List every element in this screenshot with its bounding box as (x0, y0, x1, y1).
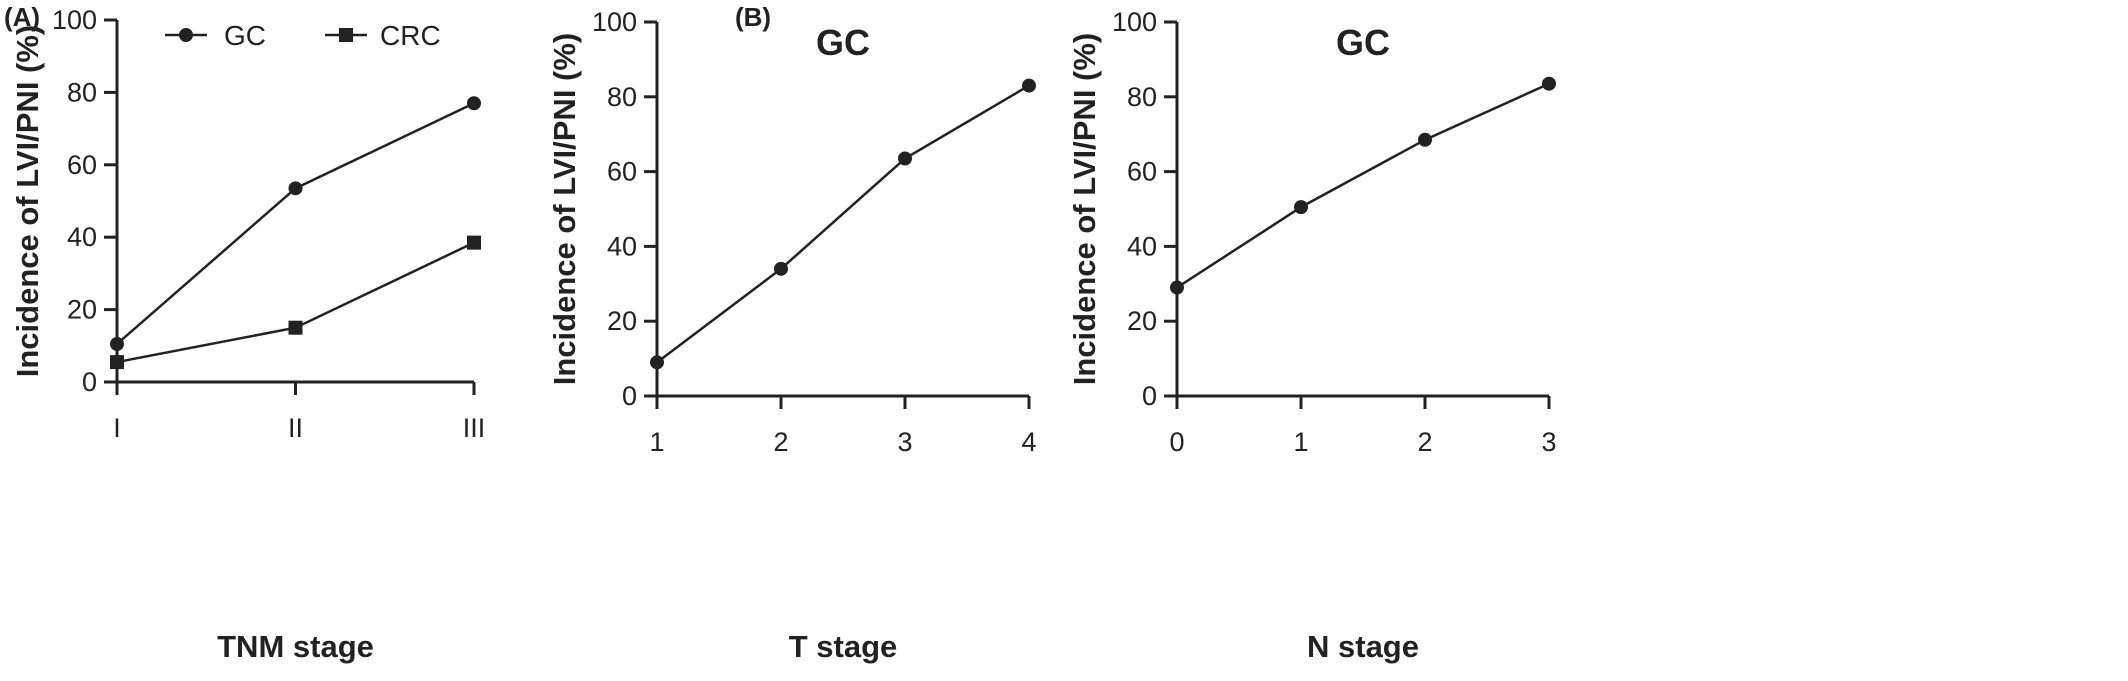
x-tick-label: III (463, 413, 486, 443)
series-line (1176, 82, 1550, 289)
y-tick-label: 40 (67, 222, 97, 252)
y-tick-label: 20 (607, 306, 637, 336)
x-tick-label: 2 (1417, 427, 1432, 457)
chart-n-stage: 0 20 40 60 80 100 0 1 2 3 N stage Incidence of LVI/… (1067, 7, 1557, 664)
y-tick-label: 60 (607, 157, 637, 187)
data-point-square (288, 320, 303, 335)
y-tick-label: 60 (67, 150, 97, 180)
y-tick-label: 80 (67, 77, 97, 107)
x-axis-title: TNM stage (217, 629, 374, 664)
y-tick-label: 80 (1127, 82, 1157, 112)
x-tick-label: 0 (1169, 427, 1184, 457)
legend-marker-square (339, 28, 353, 42)
x-tick-label: II (288, 413, 303, 443)
data-point-circle (1418, 132, 1432, 147)
x-tick-label: 4 (1021, 427, 1036, 457)
data-point-circle (1170, 280, 1184, 295)
series-line (116, 102, 475, 345)
x-tick-label: 1 (649, 427, 664, 457)
series-line (116, 241, 475, 364)
data-point-circle (1294, 200, 1308, 215)
y-axis-title: Incidence of LVI/PNI (%) (1067, 33, 1102, 386)
x-tick-label: 1 (1293, 427, 1308, 457)
y-tick-label: 40 (1127, 231, 1157, 261)
legend-label: CRC (380, 20, 441, 51)
panel-label-b: (B) (735, 2, 771, 32)
x-tick-label: 2 (773, 427, 788, 457)
y-tick-label: 20 (67, 295, 97, 325)
y-tick-label: 0 (82, 367, 97, 397)
data-point-circle (650, 355, 664, 370)
panel-label-a: (A) (4, 2, 40, 32)
y-axis-title: Incidence of LVI/PNI (%) (547, 33, 582, 386)
data-point-circle (898, 151, 912, 166)
y-axis-title: Incidence of LVI/PNI (%) (10, 25, 45, 378)
x-axis-title: T stage (789, 629, 898, 664)
chart-title: GC (1336, 22, 1390, 63)
y-tick-label: 80 (607, 82, 637, 112)
data-point-square (467, 235, 481, 250)
y-tick-label: 100 (592, 7, 637, 37)
x-tick-label: 3 (897, 427, 912, 457)
chart-title: GC (816, 22, 870, 63)
y-tick-label: 0 (622, 381, 637, 411)
x-tick-label: 3 (1541, 427, 1556, 457)
data-point-circle (467, 96, 481, 111)
legend-marker-circle (179, 28, 193, 42)
data-point-circle (1022, 78, 1036, 93)
y-tick-label: 0 (1142, 381, 1157, 411)
data-point-square (110, 355, 124, 370)
x-axis-title: N stage (1307, 629, 1419, 664)
data-point-circle (774, 261, 788, 276)
series-line (656, 84, 1030, 364)
y-tick-label: 20 (1127, 306, 1157, 336)
data-point-circle (1542, 76, 1556, 91)
x-tick-label: I (113, 413, 121, 443)
y-tick-label: 100 (52, 5, 97, 35)
data-point-circle (110, 336, 124, 351)
chart-t-stage: 0 20 40 60 80 100 1 2 3 4 T stage Incidence of LVI/… (547, 7, 1037, 664)
y-tick-label: 100 (1112, 7, 1157, 37)
legend-label: GC (224, 20, 266, 51)
y-tick-label: 40 (607, 231, 637, 261)
data-point-circle (288, 181, 303, 196)
y-tick-label: 60 (1127, 157, 1157, 187)
